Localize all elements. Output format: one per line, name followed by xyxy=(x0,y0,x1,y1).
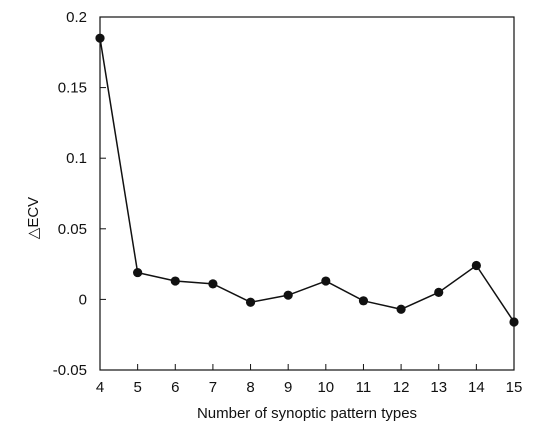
data-point xyxy=(358,296,369,306)
data-point xyxy=(283,290,293,300)
data-point xyxy=(321,276,331,286)
y-tick-label: 0.1 xyxy=(66,150,87,167)
y-tick-label: 0 xyxy=(79,291,87,308)
x-tick-label: 5 xyxy=(133,379,141,396)
y-axis: -0.05 0 0.05 0.1 0.15 0.2 xyxy=(53,9,106,379)
x-tick-label: 9 xyxy=(284,379,292,396)
plot-frame xyxy=(99,16,515,371)
y-tick-label: 0.15 xyxy=(58,80,87,97)
x-tick-label: 4 xyxy=(96,379,104,396)
series-line xyxy=(99,38,515,323)
data-point xyxy=(95,33,105,43)
x-tick-label: 6 xyxy=(171,379,179,396)
series xyxy=(95,33,519,327)
x-tick-label: 14 xyxy=(468,379,485,396)
x-tick-label: 12 xyxy=(393,379,410,396)
data-point xyxy=(170,276,180,286)
x-axis-title: Number of synoptic pattern types xyxy=(197,405,417,422)
data-point xyxy=(396,304,406,314)
x-tick-label: 8 xyxy=(246,379,254,396)
x-tick-label: 15 xyxy=(506,379,523,396)
x-tick-label: 13 xyxy=(430,379,447,396)
plot-border xyxy=(99,16,515,371)
y-axis-title: △ECV xyxy=(25,197,42,239)
x-tick-label: 10 xyxy=(317,379,334,396)
data-point xyxy=(509,317,519,327)
x-axis: 4 5 6 7 8 9 10 11 12 13 14 15 xyxy=(96,364,523,396)
x-tick-label: 7 xyxy=(209,379,217,396)
data-point xyxy=(245,297,256,307)
data-point xyxy=(133,267,143,278)
data-point xyxy=(208,279,218,289)
y-tick-label: 0.05 xyxy=(58,221,87,238)
data-point xyxy=(434,287,444,297)
y-tick-label: 0.2 xyxy=(66,9,87,26)
data-point xyxy=(471,260,481,271)
y-tick-label: -0.05 xyxy=(53,362,87,379)
x-tick-label: 11 xyxy=(356,379,372,396)
